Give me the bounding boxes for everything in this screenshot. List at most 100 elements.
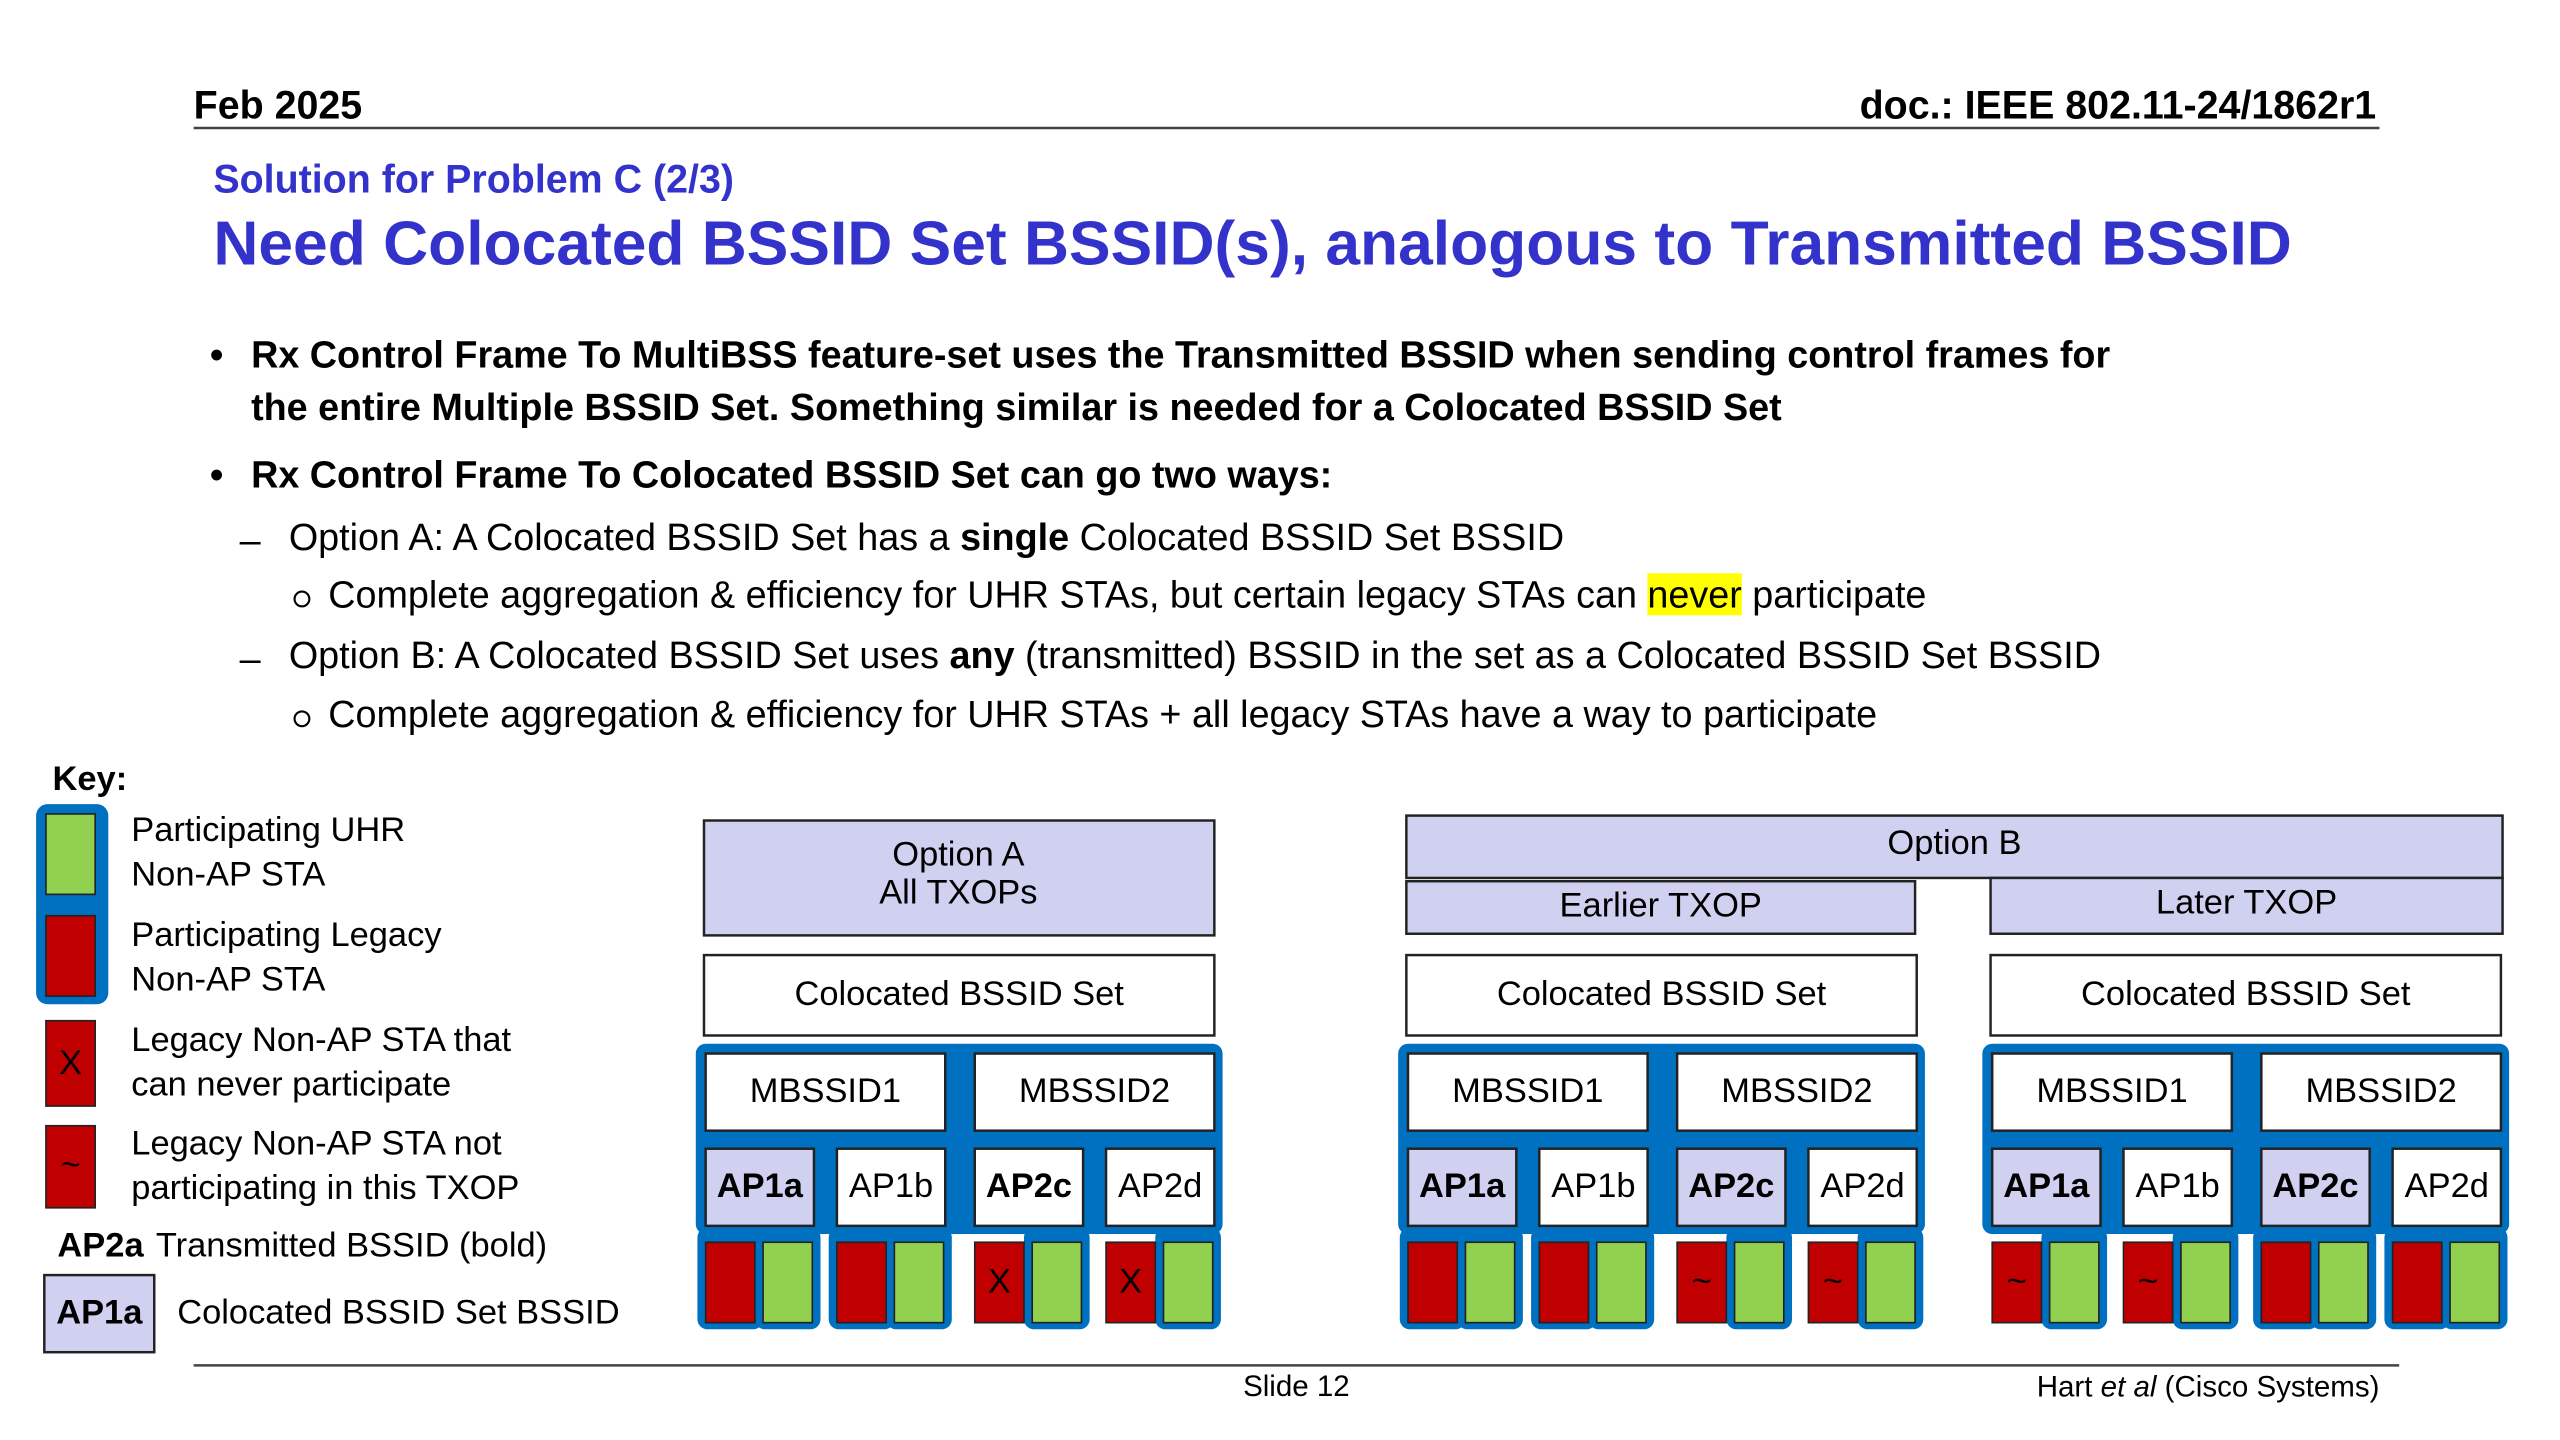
- ap-box: [2122, 1147, 2234, 1228]
- mbssid-label: MBSSID2: [1019, 1072, 1170, 1110]
- author: Hart et al (Cisco Systems): [2037, 1370, 2380, 1403]
- key-red: [45, 1124, 96, 1209]
- station: [1162, 1241, 1214, 1324]
- ap-box: [1990, 1147, 2102, 1228]
- key-green: [45, 813, 96, 896]
- sub-bullet: Option B: A Colocated BSSID Set uses any…: [289, 634, 2101, 676]
- circle-bullet: [293, 590, 311, 608]
- slide-number: Slide 12: [1243, 1370, 1350, 1403]
- station: [762, 1241, 814, 1324]
- key-ap: AP2a: [57, 1226, 144, 1264]
- mbssid-label: MBSSID1: [750, 1072, 901, 1110]
- sub-sub-bullet: Complete aggregation & efficiency for UH…: [328, 693, 1877, 735]
- run: (transmitted) BSSID in the set as a Colo…: [1015, 634, 2101, 676]
- ap-box: [2260, 1147, 2371, 1228]
- bullet: the entire Multiple BSSID Set. Something…: [251, 386, 1782, 428]
- ap-box: [1675, 1147, 1787, 1228]
- date: Feb 2025: [194, 84, 363, 128]
- station: [2048, 1241, 2100, 1324]
- bullet: Rx Control Frame To MultiBSS feature-set…: [251, 334, 2110, 376]
- station: [2122, 1241, 2174, 1324]
- key-mark: ~: [61, 1146, 81, 1184]
- station: [2260, 1241, 2312, 1324]
- station-mark: ~: [1692, 1262, 1712, 1300]
- set-label: Colocated BSSID Set: [794, 975, 1124, 1013]
- station: [1676, 1241, 1728, 1324]
- station-mark: ~: [2138, 1262, 2158, 1300]
- highlight-run: never: [1647, 573, 1741, 615]
- station: [1031, 1241, 1083, 1324]
- key-red: [45, 914, 96, 997]
- ap-label: AP2d: [1820, 1167, 1904, 1205]
- run: participate: [1742, 573, 1927, 615]
- station: [836, 1241, 887, 1324]
- mbssid-box: [704, 1052, 947, 1132]
- key-title: Key:: [53, 760, 128, 798]
- ap-box: [2391, 1147, 2503, 1228]
- run: Option B: A Colocated BSSID Set uses: [289, 634, 950, 676]
- mbssid-box: [1990, 1052, 2234, 1132]
- station: [1991, 1241, 2043, 1324]
- ap-label: AP2c: [1688, 1167, 1774, 1205]
- mbssid-box: [1675, 1052, 1918, 1132]
- run: (Cisco Systems): [2156, 1370, 2379, 1403]
- option-b-title: Option B: [1887, 824, 2021, 862]
- dash: –: [240, 637, 261, 679]
- station-mark: ~: [2007, 1262, 2027, 1300]
- station: [2317, 1241, 2369, 1324]
- run: Colocated BSSID Set BSSID: [1069, 516, 1564, 558]
- station: [1865, 1241, 1916, 1324]
- station-mark: X: [988, 1262, 1011, 1300]
- set-label: Colocated BSSID Set: [1497, 975, 1827, 1013]
- station: [1105, 1241, 1157, 1324]
- station: [1733, 1241, 1785, 1324]
- key-text: Transmitted BSSID (bold): [156, 1226, 547, 1264]
- title: Need Colocated BSSID Set BSSID(s), analo…: [213, 209, 2291, 278]
- ap-box: [704, 1147, 816, 1228]
- station: [1464, 1241, 1516, 1324]
- dash: –: [240, 519, 261, 561]
- station: [1595, 1241, 1647, 1324]
- sub-bullet: Option A: A Colocated BSSID Set has a si…: [289, 516, 1564, 558]
- txop-header: [1405, 880, 1917, 935]
- ap-label: AP1a: [1419, 1167, 1506, 1205]
- key-text: Participating UHR: [131, 811, 405, 849]
- key-text: Participating Legacy: [131, 916, 442, 954]
- station-mark: ~: [1823, 1262, 1843, 1300]
- txop-label: Later TXOP: [2156, 883, 2337, 921]
- key-red: [45, 1019, 96, 1107]
- set-box: [1989, 953, 2503, 1037]
- txop-label: Earlier TXOP: [1560, 887, 1762, 925]
- key-text: Non-AP STA: [131, 960, 325, 998]
- subtitle: Solution for Problem C (2/3): [213, 158, 734, 202]
- option-a-title: All TXOPs: [879, 873, 1037, 911]
- circle-bullet: [293, 710, 311, 728]
- sub-sub-bullet: Complete aggregation & efficiency for UH…: [328, 573, 1926, 615]
- station: [1538, 1241, 1590, 1324]
- mbssid-label: MBSSID1: [1452, 1072, 1603, 1110]
- run: Hart: [2037, 1370, 2101, 1403]
- bullet-dot: •: [210, 454, 223, 496]
- station-mark: X: [1119, 1262, 1142, 1300]
- key-ap-box: [43, 1273, 156, 1354]
- mbssid-label: MBSSID2: [2305, 1072, 2456, 1110]
- ap-box: [835, 1147, 947, 1228]
- bullet: Rx Control Frame To Colocated BSSID Set …: [251, 454, 1332, 496]
- station: [2180, 1241, 2231, 1324]
- key-text: participating in this TXOP: [131, 1169, 519, 1207]
- station: [704, 1241, 756, 1324]
- ap-label: AP1b: [849, 1167, 933, 1205]
- run: single: [960, 516, 1069, 558]
- doc-id: doc.: IEEE 802.11-24/1862r1: [1860, 84, 2377, 128]
- mbssid-box: [1406, 1052, 1649, 1132]
- ap-box: [1807, 1147, 1918, 1228]
- key-text: Legacy Non-AP STA that: [131, 1021, 511, 1059]
- ap-box: [1104, 1147, 1216, 1228]
- txop-header: [1989, 876, 2504, 935]
- set-box: [702, 953, 1216, 1037]
- key-ap: AP1a: [56, 1294, 143, 1332]
- option-a-title: Option A: [892, 836, 1024, 874]
